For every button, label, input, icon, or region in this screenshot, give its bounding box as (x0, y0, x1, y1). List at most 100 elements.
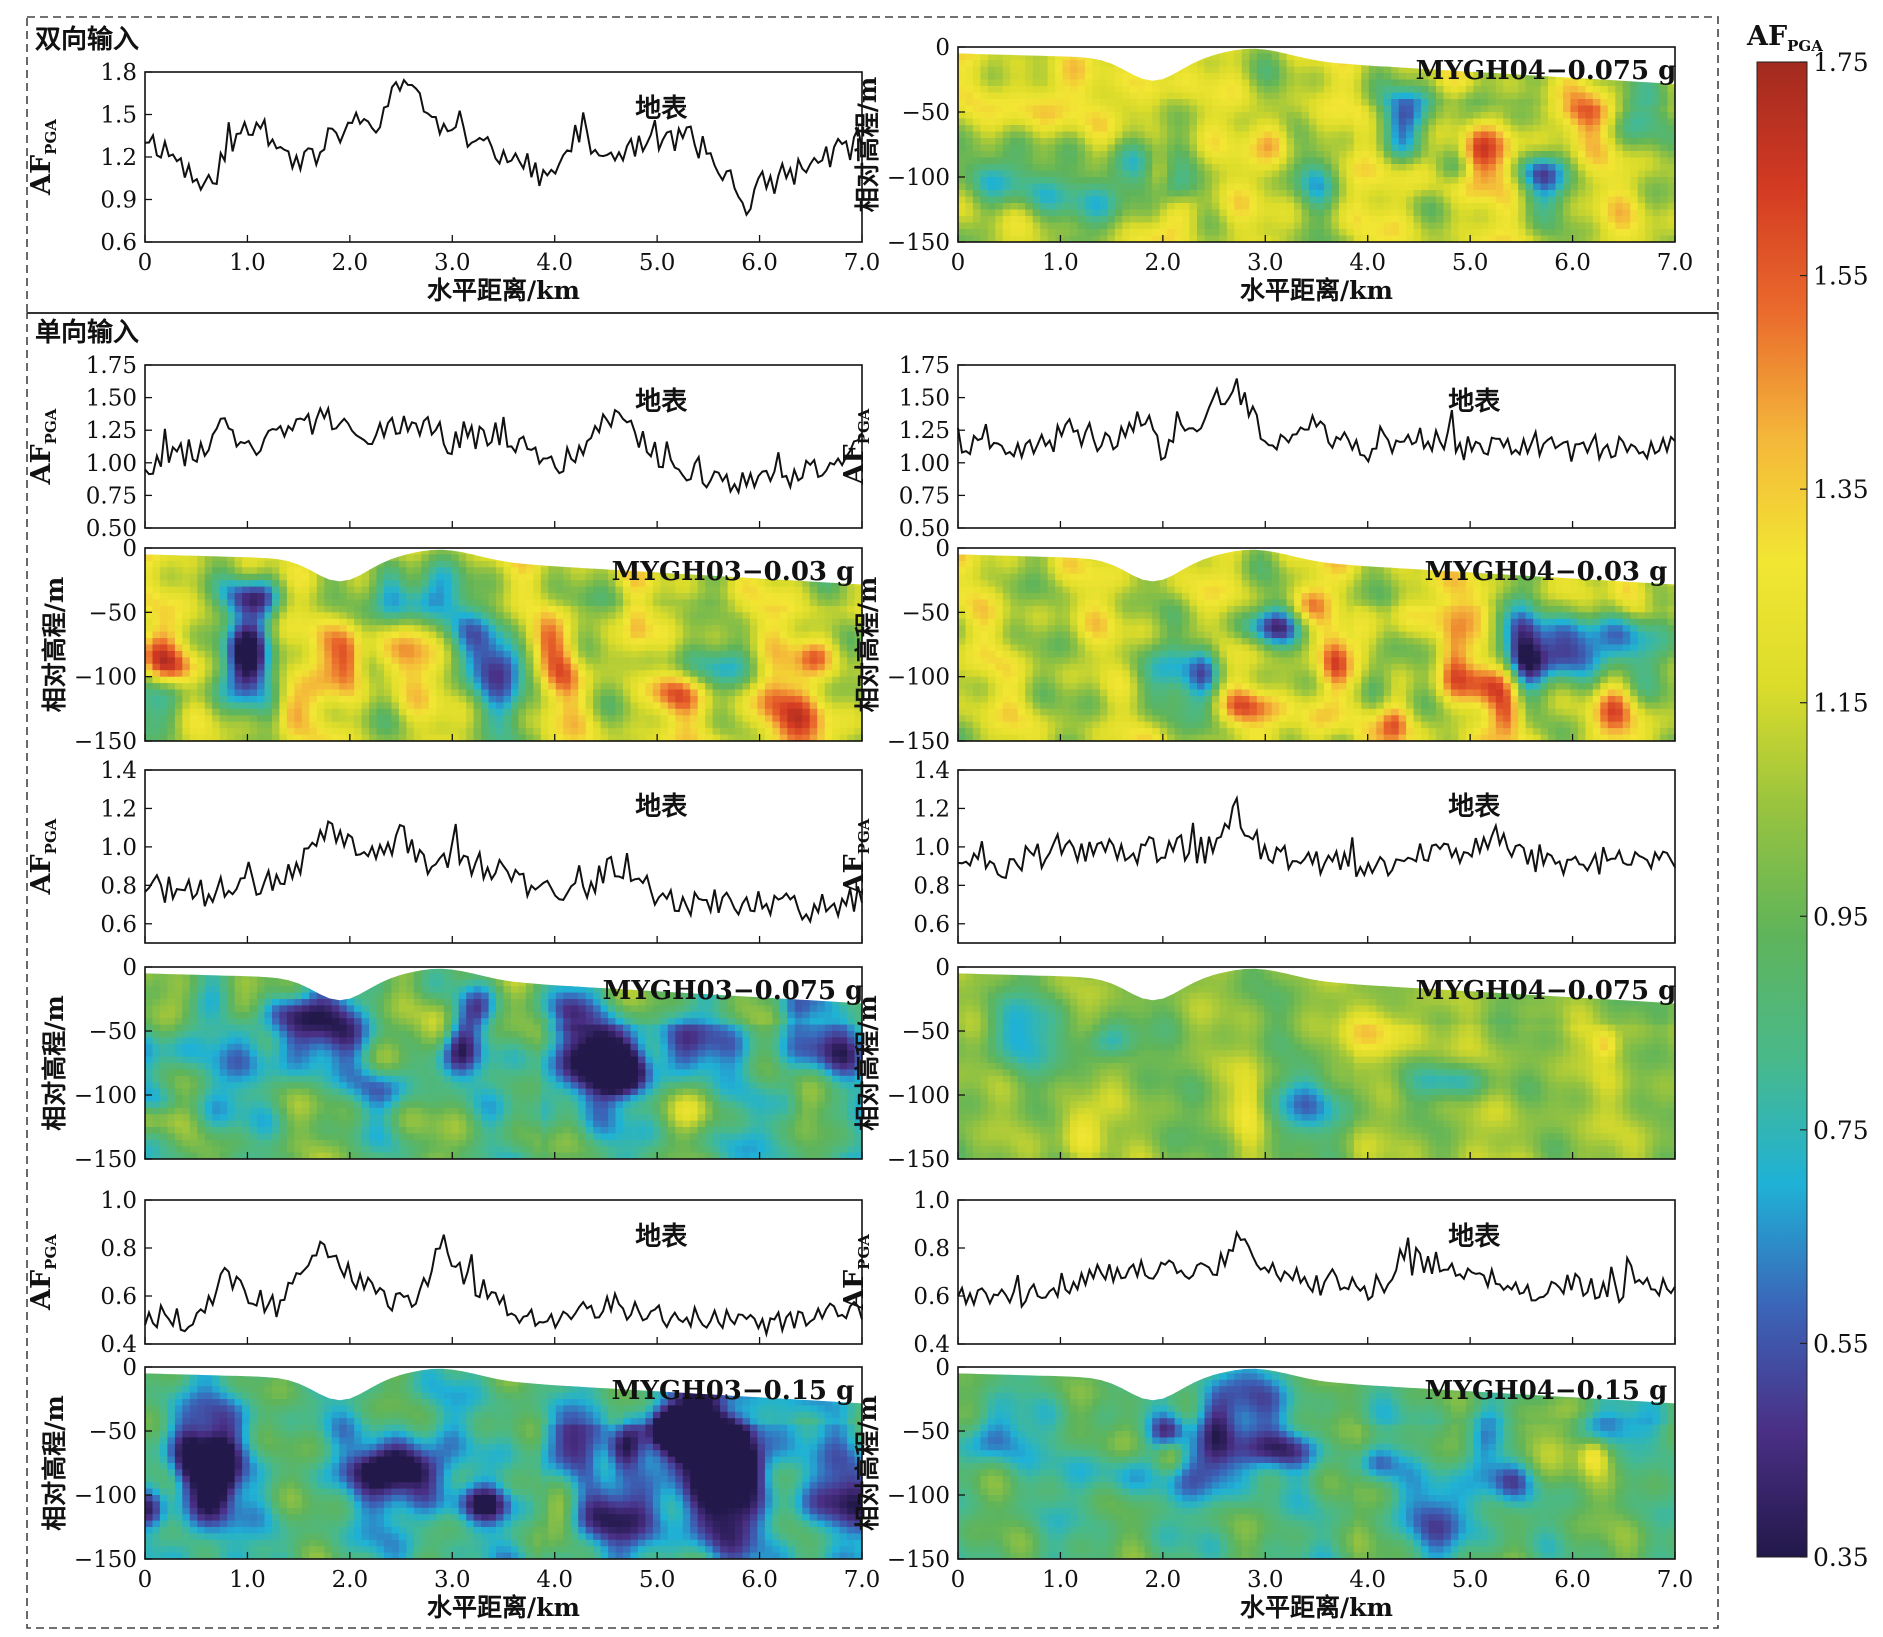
heatmap-cell (1309, 125, 1318, 133)
heatmap-cell (1368, 125, 1377, 133)
heatmap-cell (1637, 222, 1646, 230)
heatmap-cell (421, 549, 430, 555)
heatmap-cell (980, 131, 989, 139)
heatmap-cell (660, 663, 669, 671)
heatmap-cell (1219, 229, 1228, 237)
heatmap-cell (1085, 216, 1094, 224)
y-tick-label: 0.50 (899, 516, 950, 542)
heatmap-cell (1383, 235, 1392, 242)
heatmap-cell (1309, 235, 1318, 242)
heatmap-cell (294, 560, 303, 568)
heatmap-cell (697, 599, 706, 607)
heatmap-cell (727, 618, 736, 626)
heatmap-cell (1032, 86, 1041, 94)
heatmap-cell (972, 216, 981, 224)
heatmap-cell (667, 644, 676, 652)
heatmap-cell (1002, 60, 1011, 68)
heatmap-cell (346, 650, 355, 658)
heatmap-cell (1167, 209, 1176, 217)
heatmap-cell (406, 573, 415, 581)
heatmap-cell (1197, 92, 1206, 100)
heatmap-cell (1122, 209, 1131, 217)
heatmap-cell (1667, 125, 1675, 133)
heatmap-cell (1450, 144, 1459, 152)
heatmap-cell (1473, 209, 1482, 217)
heatmap-cell (1406, 151, 1415, 159)
heatmap-cell (242, 657, 251, 665)
heatmap-cell (1092, 164, 1101, 172)
heatmap-cell (1361, 66, 1370, 74)
heatmap-cell (488, 612, 497, 620)
heatmap-cell (1025, 131, 1034, 139)
heatmap-cell (1189, 48, 1198, 55)
heatmap-cell (518, 593, 527, 600)
heatmap-cell (1510, 118, 1519, 126)
heatmap-cell (1555, 79, 1564, 87)
heatmap-cell (1309, 144, 1318, 152)
heatmap-cell (384, 670, 393, 678)
heatmap-cell (1615, 229, 1624, 237)
heatmap-cell (750, 580, 759, 588)
heatmap-cell (1062, 112, 1071, 120)
heatmap-cell (212, 670, 221, 678)
heatmap-cell (1518, 183, 1527, 191)
heatmap-cell (369, 605, 378, 613)
heatmap-cell (1167, 157, 1176, 165)
heatmap-cell (1167, 144, 1176, 152)
heatmap-cell (1047, 196, 1056, 204)
heatmap-cell (227, 580, 236, 588)
heatmap-cell (443, 573, 452, 581)
heatmap-cell (1667, 138, 1675, 146)
heatmap-cell (1383, 203, 1392, 211)
heatmap-cell (1353, 164, 1362, 172)
heatmap-cell (279, 549, 288, 555)
heatmap-cell (1540, 190, 1549, 198)
heatmap-cell (1383, 151, 1392, 159)
heatmap-cell (1518, 99, 1527, 107)
heatmap-cell (1443, 164, 1452, 172)
heatmap-cell (1002, 138, 1011, 146)
heatmap-cell (376, 554, 385, 562)
heatmap-cell (750, 625, 759, 633)
heatmap-cell (995, 190, 1004, 198)
heatmap-cell (443, 638, 452, 646)
heatmap-cell (1010, 222, 1019, 230)
heatmap-cell (1279, 79, 1288, 87)
heatmap-cell (1099, 229, 1108, 237)
heatmap-cell (824, 612, 833, 620)
heatmap-cell (1398, 99, 1407, 107)
heatmap-cell (167, 631, 176, 639)
heatmap-cell (1585, 48, 1594, 55)
heatmap-cell (1555, 164, 1564, 172)
heatmap-cell (354, 650, 363, 658)
heatmap-cell (1331, 235, 1340, 242)
heatmap-cell (294, 599, 303, 607)
heatmap-cell (987, 222, 996, 230)
heatmap-cell (376, 567, 385, 575)
heatmap-cell (525, 573, 534, 581)
heatmap-cell (1600, 183, 1609, 191)
heatmap-cell (1085, 203, 1094, 211)
heatmap-cell (1473, 138, 1482, 146)
heatmap-cell (690, 638, 699, 646)
heatmap-cell (1398, 196, 1407, 204)
heatmap-cell (1099, 48, 1108, 55)
heatmap-cell (1436, 209, 1445, 217)
heatmap-cell (197, 612, 206, 620)
heatmap-cell (555, 670, 564, 678)
y-tick-label: 0 (935, 35, 950, 61)
heatmap-cell (764, 580, 773, 588)
heatmap-cell (1025, 216, 1034, 224)
heatmap-cell (189, 573, 198, 581)
heatmap-cell (1488, 48, 1497, 55)
heatmap-cell (249, 586, 258, 594)
heatmap-cell (1525, 92, 1534, 100)
heatmap-cell (1002, 112, 1011, 120)
heatmap-cell (1040, 60, 1049, 68)
heatmap-cell (1533, 196, 1542, 204)
heatmap-cell (406, 670, 415, 678)
heatmap-cell (1301, 48, 1310, 55)
heatmap-cell (384, 560, 393, 568)
heatmap-cell (1353, 222, 1362, 230)
heatmap-cell (1286, 170, 1295, 178)
